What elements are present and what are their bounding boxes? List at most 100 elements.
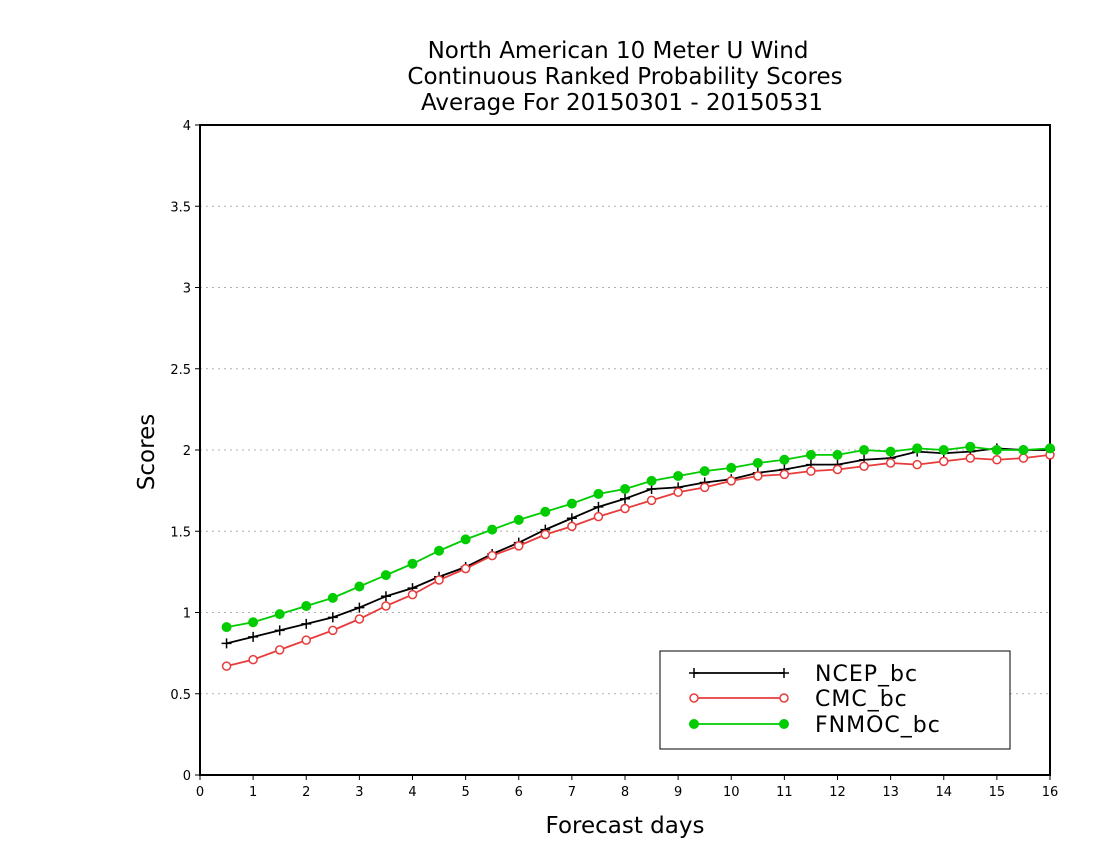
open-circle-marker: [354, 614, 365, 624]
filled-circle-marker: [327, 592, 338, 603]
y-tick-label: 2.5: [170, 363, 191, 378]
open-circle-marker: [859, 461, 869, 471]
filled-circle-marker: [752, 458, 763, 468]
x-tick-label: 12: [829, 785, 846, 800]
filled-circle-marker: [274, 609, 285, 620]
y-tick-label: 1.5: [170, 525, 191, 540]
plus-marker: [327, 612, 338, 623]
legend-label: CMC_bc: [815, 687, 908, 712]
open-circle-marker: [726, 476, 736, 486]
filled-circle-marker: [487, 524, 498, 535]
open-circle-marker: [593, 511, 604, 522]
axes: 00.511.522.533.540 1 2 3 4 5 6 7 8 9 10 11 12 13 14 15 1…: [170, 119, 1058, 800]
open-circle-marker: [248, 654, 258, 665]
open-circle-marker: [301, 635, 311, 645]
plus-marker: [593, 501, 604, 512]
filled-circle-marker: [248, 617, 259, 628]
open-circle-marker: [274, 645, 285, 655]
filled-circle-marker: [699, 466, 710, 477]
open-circle-marker: [1018, 453, 1029, 463]
open-circle-marker: [832, 464, 843, 475]
legend-label: NCEP_bc: [815, 662, 918, 687]
series-layer: [221, 441, 1055, 671]
filled-circle-marker: [354, 581, 365, 592]
open-circle-marker: [460, 563, 471, 574]
x-tick-label: 2: [302, 785, 310, 800]
filled-circle-marker: [434, 545, 445, 556]
x-axis-label: Forecast days: [546, 813, 705, 839]
open-circle-marker: [965, 453, 976, 463]
filled-circle-marker: [1045, 443, 1055, 454]
y-tick-label: 3: [183, 282, 191, 297]
series-line-cmc-bc: [226, 453, 1051, 667]
series-line-fnmoc-bc: [226, 445, 1051, 629]
plus-marker: [380, 591, 391, 602]
filled-circle-marker: [540, 506, 551, 517]
x-tick-label: 6: [515, 785, 523, 800]
open-circle-marker: [779, 693, 789, 703]
filled-circle-marker: [832, 449, 843, 460]
filled-circle-marker: [566, 498, 577, 509]
x-tick-label: 5: [461, 785, 469, 800]
open-circle-marker: [221, 661, 232, 671]
x-tick-label: 9: [674, 785, 682, 800]
plus-marker: [620, 493, 630, 504]
gridlines: [200, 205, 1050, 695]
series-fnmoc-bc: [221, 441, 1055, 633]
x-tick-label: 7: [568, 785, 576, 800]
open-circle-marker: [381, 601, 391, 611]
open-circle-marker: [992, 455, 1002, 465]
series-ncep-bc: [221, 443, 1055, 649]
open-circle-marker: [912, 459, 922, 470]
filled-circle-marker: [380, 570, 391, 581]
plus-marker: [248, 631, 259, 642]
open-circle-marker: [646, 495, 657, 506]
x-tick-label: 14: [935, 785, 952, 800]
y-tick-label: 3.5: [170, 200, 191, 215]
y-tick-label: 0.5: [170, 688, 191, 703]
filled-circle-marker: [726, 462, 737, 473]
title-line-2: Continuous Ranked Probability Scores: [407, 64, 842, 90]
plus-marker: [566, 513, 577, 524]
legend-label: FNMOC_bc: [815, 713, 941, 738]
x-tick-label: 0: [196, 785, 204, 800]
x-tick-label: 11: [776, 785, 793, 800]
filled-circle-marker: [912, 443, 923, 454]
filled-circle-marker: [593, 488, 604, 499]
x-tick-label: 13: [882, 785, 899, 800]
open-circle-marker: [939, 456, 949, 467]
open-circle-marker: [885, 458, 896, 468]
filled-circle-marker: [513, 514, 524, 525]
y-tick-label: 1: [183, 607, 191, 622]
title-line-1: North American 10 Meter U Wind: [428, 38, 809, 64]
filled-circle-marker: [673, 471, 684, 481]
chart-title: North American 10 Meter U Wind Continuou…: [407, 38, 842, 116]
plus-marker: [779, 668, 789, 678]
filled-circle-marker: [779, 454, 790, 465]
open-circle-marker: [567, 521, 577, 532]
plus-marker: [354, 602, 365, 613]
open-circle-marker: [753, 471, 763, 481]
x-tick-label: 3: [355, 785, 363, 800]
open-circle-marker: [779, 469, 790, 480]
open-circle-marker: [328, 625, 338, 636]
open-circle-marker: [699, 482, 710, 493]
filled-circle-marker: [689, 719, 699, 729]
filled-circle-marker: [991, 445, 1002, 455]
x-tick-label: 10: [723, 785, 740, 800]
y-axis-label: Scores: [134, 414, 160, 490]
legend-item-cmc-bc: CMC_bc: [689, 687, 908, 712]
open-circle-marker: [434, 575, 444, 585]
open-circle-marker: [514, 541, 524, 551]
y-tick-label: 0: [183, 769, 191, 784]
plus-marker: [274, 625, 285, 636]
open-circle-marker: [673, 487, 683, 497]
x-tick-label: 1: [249, 785, 257, 800]
plus-marker: [301, 618, 312, 629]
y-tick-label: 2: [183, 444, 191, 459]
legend-box: [659, 650, 1011, 750]
title-line-3: Average For 20150301 - 20150531: [421, 90, 823, 116]
open-circle-marker: [407, 589, 418, 600]
plus-marker: [689, 668, 699, 678]
